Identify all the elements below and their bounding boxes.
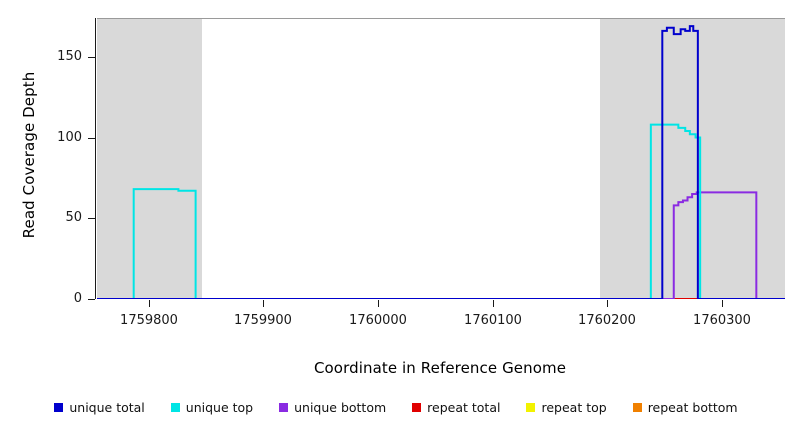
series-line	[97, 25, 785, 299]
legend-swatch-icon	[632, 402, 642, 412]
legend-item: repeat top	[526, 399, 607, 415]
x-axis-tick-label: 1760000	[349, 313, 407, 328]
legend-label: repeat total	[427, 399, 501, 415]
chart-legend: unique total unique top unique bottom repea…	[0, 397, 792, 417]
series-line	[97, 123, 785, 299]
legend-label: repeat bottom	[647, 399, 738, 415]
series-line	[97, 191, 785, 299]
legend-item: unique bottom	[279, 401, 386, 414]
legend-label: repeat top	[541, 399, 607, 415]
legend-label: unique bottom	[294, 399, 387, 415]
x-axis-tick	[149, 300, 150, 307]
legend-swatch-icon	[279, 402, 289, 412]
legend-item: unique top	[170, 399, 254, 415]
x-axis-tick	[493, 300, 494, 307]
x-axis-tick-label: 1760100	[464, 313, 522, 328]
x-axis-tick	[378, 300, 379, 307]
y-axis-line	[95, 18, 96, 299]
x-axis-tick-label: 1759800	[120, 313, 178, 328]
y-axis-title: Read Coverage Depth	[20, 71, 38, 239]
legend-label: unique top	[185, 399, 254, 415]
y-axis-tick-label: 50	[65, 210, 82, 225]
x-axis-tick-label: 1760300	[693, 313, 751, 328]
y-axis-tick-label: 100	[57, 130, 82, 145]
legend-swatch-icon	[412, 402, 422, 412]
series-lines	[97, 25, 785, 299]
x-axis-tick-label: 1759900	[234, 313, 292, 328]
legend-item: repeat bottom	[632, 399, 738, 415]
plot-top-rule	[97, 18, 785, 19]
y-axis-tick	[88, 218, 95, 219]
x-axis-tick	[607, 300, 608, 307]
y-axis-tick-label: 0	[73, 291, 82, 306]
legend-label: unique total	[69, 399, 145, 415]
legend-swatch-icon	[54, 402, 64, 412]
plot-area	[97, 18, 785, 299]
x-axis-tick	[263, 300, 264, 307]
y-axis-tick	[88, 299, 95, 300]
legend-swatch-icon	[526, 402, 536, 412]
x-axis-title: Coordinate in Reference Genome	[313, 359, 567, 377]
legend-item: repeat total	[412, 401, 500, 414]
shaded-region	[600, 18, 785, 299]
x-axis-tick	[722, 300, 723, 307]
legend-item: unique total	[54, 399, 145, 415]
x-axis-tick-label: 1760200	[578, 313, 636, 328]
y-axis-tick-label: 150	[57, 49, 82, 64]
legend-swatch-icon	[170, 402, 180, 412]
y-axis-tick	[88, 57, 95, 58]
shaded-region	[97, 18, 203, 299]
y-axis-tick	[88, 138, 95, 139]
